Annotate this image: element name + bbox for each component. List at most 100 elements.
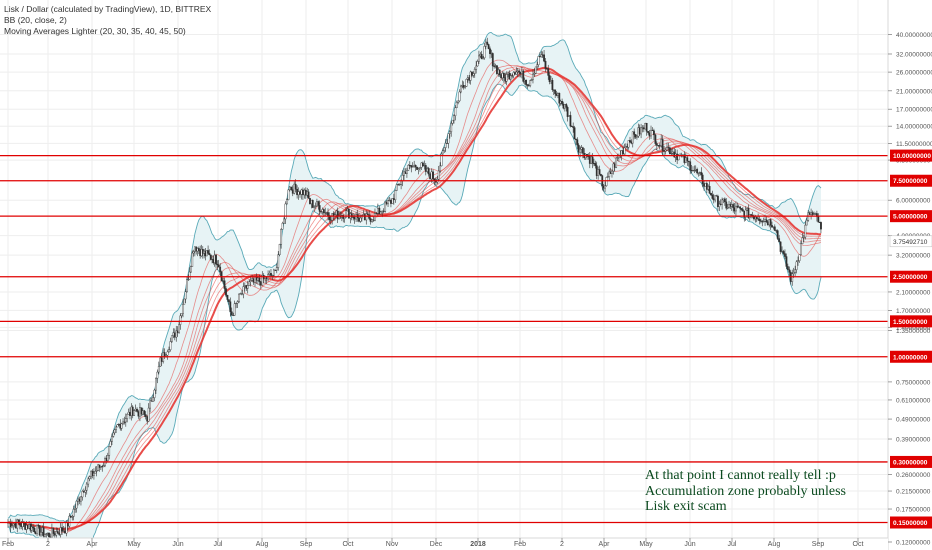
candle-body [385,201,388,205]
y-tick-label: 3.20000000 [896,253,931,260]
moving-average-50 [7,66,822,531]
candle-body [116,424,119,428]
candle-body [414,165,417,168]
candle-body [271,275,274,277]
x-tick-label: Oct [343,541,354,548]
candle-body [55,531,58,536]
candle-body [71,516,74,518]
candle-body [808,212,811,215]
candle-body [791,273,794,282]
candle-body [80,496,82,502]
candle-body [219,266,222,273]
candle-body [363,214,366,221]
candle-body [183,298,186,305]
candle-body [191,252,194,267]
candle-body [68,515,71,527]
candle-body [236,301,239,304]
x-tick-label: Sep [812,541,825,548]
candle-body [387,200,389,205]
candle-body [547,68,550,76]
candle-body [170,335,173,342]
candle-body [634,134,637,138]
candle-body [58,533,61,535]
candle-body [657,145,660,147]
candle-body [444,143,447,148]
candle-body [372,219,375,221]
candle-body [180,313,183,317]
candle-body [115,426,118,430]
candle-body [782,251,785,254]
candle-body [404,171,407,174]
candle-body [532,73,534,80]
candle-body [644,123,647,130]
candle-body [287,189,290,200]
annotation-line-2: Accumulation zone probably unless [645,483,847,499]
candle-body [186,279,188,292]
candle-body [160,357,163,362]
y-tick-label: 1.35000000 [896,328,931,335]
candle-body [227,299,230,302]
candle-body [18,522,21,526]
grid [0,0,888,543]
candle-body [278,244,281,255]
candle-body [798,254,801,261]
y-tick-label: 32.00000000 [896,51,932,58]
level-label-badge [890,350,932,363]
y-tick-label: 0.21500000 [896,489,931,496]
candle-body [395,184,398,191]
candle-body [144,414,147,417]
candle-body [454,107,457,116]
candle-body [758,219,761,221]
x-tick-label: Feb [514,541,526,548]
x-tick-label: Dec [430,541,443,548]
candle-body [134,408,137,411]
candle-body [606,176,609,178]
candle-body [407,164,410,171]
candle-body [241,293,243,295]
y-tick-label: 6.00000000 [896,198,931,205]
candle-body [747,208,750,219]
candle-body [776,230,779,239]
candle-body [810,212,812,215]
x-tick-label: 2 [560,541,564,548]
candle-body [631,131,634,144]
candle-body [291,189,294,194]
candle-body [209,254,212,260]
candle-body [661,139,664,151]
candle-body [772,226,775,228]
candle-body [509,75,512,80]
candle-body [700,172,703,176]
candle-body [187,279,190,281]
candle-body [537,56,540,66]
candle-body [59,527,62,535]
x-tick-label: Nov [386,541,399,548]
candle-body [670,153,673,155]
candle-body [726,207,729,209]
y-tick-label: 14.00000000 [896,124,932,131]
x-tick-label: Apr [599,541,611,548]
candle-body [322,209,325,214]
candle-body [464,86,466,88]
y-tick-label: 40.00000000 [896,32,932,39]
candle-body [671,151,674,154]
candle-body [251,278,253,281]
candle-body [311,199,314,208]
candle-body [327,212,329,216]
candle-body [62,530,65,532]
candle-body [419,167,421,169]
candle-body [775,230,778,232]
bollinger-band [7,32,822,550]
candle-body [623,147,626,155]
candle-body [303,189,306,196]
candle-body [424,165,427,172]
candle-body [687,160,690,162]
candle-body [554,89,557,94]
candle-body [126,413,129,419]
candle-body [413,165,416,167]
y-tick-label: 0.49000000 [896,417,931,424]
candle-body [11,525,13,528]
candle-body [336,210,339,220]
y-tick-label: 0.17500000 [896,507,931,514]
